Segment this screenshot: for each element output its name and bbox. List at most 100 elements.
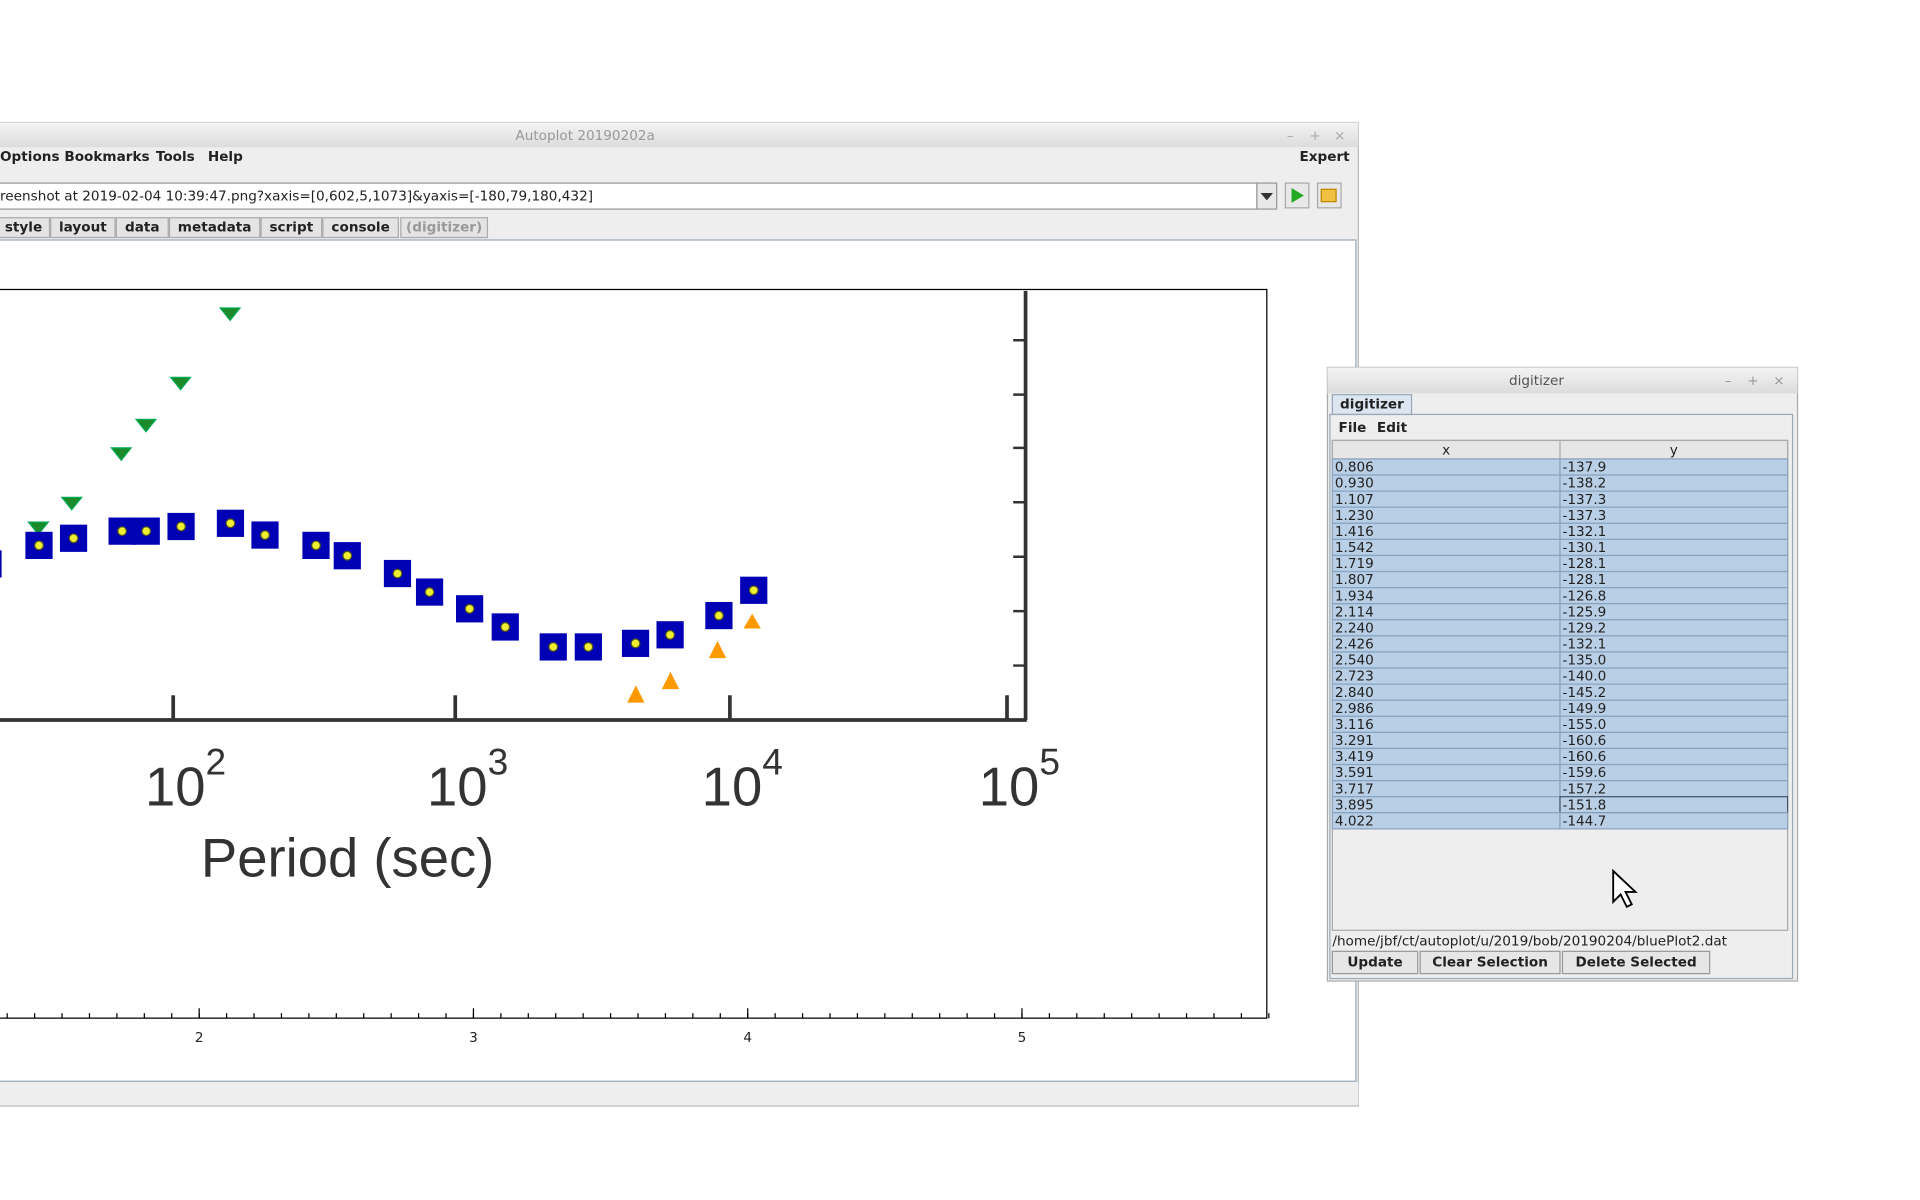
cell-text: -128.1 — [1562, 572, 1606, 588]
marker-dot — [117, 526, 128, 537]
cell-text: 3.419 — [1335, 749, 1374, 765]
address-field[interactable] — [0, 182, 1258, 210]
marker-dot — [630, 638, 641, 649]
cell-text: 0.930 — [1335, 476, 1374, 492]
cell-text: 1.416 — [1335, 524, 1374, 540]
cell-text: -125.9 — [1562, 604, 1606, 620]
marker-dot — [665, 629, 676, 640]
cell-text: -128.1 — [1562, 556, 1606, 572]
cell-text: 3.591 — [1335, 765, 1374, 781]
cell-text: -132.1 — [1562, 637, 1606, 653]
menu-item[interactable]: Options — [0, 149, 60, 165]
tab[interactable] — [115, 217, 169, 239]
tab-label: metadata — [178, 220, 252, 236]
tab[interactable] — [168, 217, 261, 239]
x-tick-label: 3 — [469, 1030, 478, 1046]
cell-text: -137.9 — [1562, 460, 1606, 476]
marker-dot — [260, 530, 270, 541]
image-tick-label: 102 — [145, 740, 226, 818]
menu-item[interactable]: Edit — [1377, 420, 1408, 436]
menu-item[interactable]: Expert — [1299, 149, 1350, 165]
menu-item[interactable]: Bookmarks — [64, 149, 149, 165]
base: 10 — [145, 757, 206, 818]
cell-text: -132.1 — [1562, 524, 1606, 540]
base: 10 — [979, 757, 1040, 818]
column-header: y — [1670, 442, 1678, 458]
digitizer-title-bar — [1327, 367, 1798, 394]
file-path: /home/jbf/ct/autoplot/u/2019/bob/2019020… — [1332, 933, 1727, 949]
maximize[interactable]: + — [1309, 128, 1320, 144]
close[interactable]: × — [1773, 373, 1784, 389]
orange-marker — [627, 613, 761, 703]
tab-label: console — [331, 220, 389, 236]
cell-text: 1.934 — [1335, 588, 1374, 604]
tab[interactable] — [400, 217, 489, 239]
cell-text: 1.807 — [1335, 572, 1374, 588]
exponent: 3 — [488, 740, 509, 782]
title-bar — [0, 122, 1359, 148]
exponent: 5 — [1039, 740, 1060, 782]
tab-label: digitizer — [1340, 397, 1404, 413]
tab[interactable] — [260, 217, 323, 239]
x-tick-label: 4 — [743, 1030, 752, 1046]
exponent: 4 — [762, 740, 783, 782]
cell-text: -140.0 — [1562, 669, 1606, 685]
digitizer-title: digitizer — [1509, 373, 1564, 389]
cell-text: -137.3 — [1562, 492, 1606, 508]
cell-text: 1.230 — [1335, 508, 1374, 524]
marker-dot — [548, 641, 559, 652]
cell-text: 0.806 — [1335, 460, 1374, 476]
marker-dot — [141, 526, 152, 537]
cell-text: 1.719 — [1335, 556, 1374, 572]
cell-text: -149.9 — [1562, 701, 1606, 717]
image-tick-label: 104 — [702, 740, 783, 818]
menu-item[interactable]: Help — [208, 149, 243, 165]
button[interactable] — [1419, 950, 1561, 975]
cell-text: 2.540 — [1335, 653, 1374, 669]
marker-dot — [68, 533, 79, 544]
tab[interactable] — [0, 217, 51, 239]
tab-label: script — [269, 220, 313, 236]
image-tick-label: 103 — [427, 740, 508, 818]
menu-item[interactable]: Tools — [156, 149, 195, 165]
cell-text: -157.2 — [1562, 781, 1606, 797]
cursor — [1612, 868, 1638, 909]
table-cell[interactable] — [1559, 812, 1789, 830]
marker-dot — [342, 550, 353, 561]
button-label: Clear Selection — [1432, 954, 1548, 970]
cell-text: 3.291 — [1335, 733, 1374, 749]
cell-text: 1.542 — [1335, 540, 1374, 556]
close[interactable]: × — [1334, 128, 1345, 144]
marker-dot — [464, 603, 475, 614]
marker-dot — [311, 540, 321, 551]
cell-text: 3.116 — [1335, 717, 1374, 733]
cell-text: 3.895 — [1335, 797, 1374, 813]
minimize[interactable]: – — [1287, 128, 1294, 144]
button[interactable] — [1331, 950, 1419, 975]
cell-text: -145.2 — [1562, 685, 1606, 701]
tab-label: style — [5, 220, 42, 236]
image-xlabel: Period (sec) — [201, 828, 494, 889]
window-title: Autoplot 20190202a — [515, 128, 654, 144]
tab[interactable] — [322, 217, 399, 239]
tab-label: (digitizer) — [406, 220, 482, 236]
tab-label: layout — [59, 220, 107, 236]
tab[interactable] — [50, 217, 116, 239]
base: 10 — [702, 757, 763, 818]
marker-dot — [176, 521, 187, 532]
cell-text: -144.7 — [1562, 813, 1606, 829]
cell-text: 2.986 — [1335, 701, 1374, 717]
cell-text: -138.2 — [1562, 476, 1606, 492]
cell-text: 2.723 — [1335, 669, 1374, 685]
maximize[interactable]: + — [1747, 373, 1758, 389]
cell-text: -137.3 — [1562, 508, 1606, 524]
tab-label: data — [125, 220, 160, 236]
button[interactable] — [1561, 950, 1711, 975]
marker-dot — [748, 585, 759, 596]
image-tick-label: 105 — [979, 740, 1060, 818]
marker-dot — [500, 622, 511, 632]
menu-item[interactable]: File — [1339, 420, 1367, 436]
cell-text: -135.0 — [1562, 653, 1606, 669]
minimize[interactable]: – — [1725, 373, 1732, 389]
button-label: Update — [1347, 954, 1402, 970]
